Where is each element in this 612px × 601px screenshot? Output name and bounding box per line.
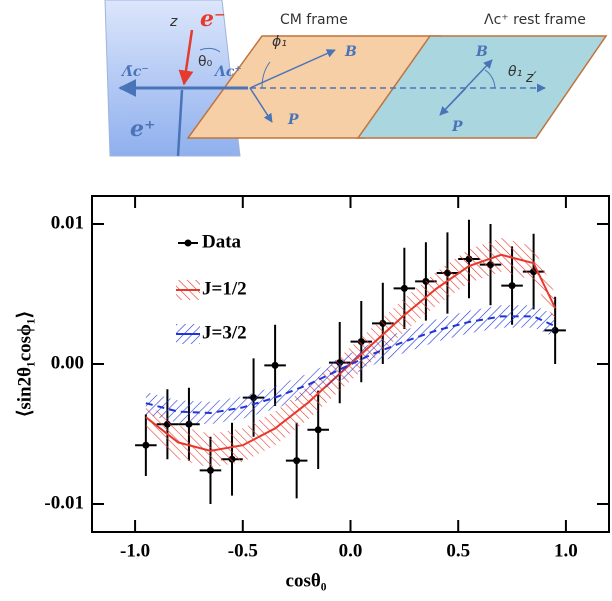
data-point	[400, 284, 408, 292]
x-tick-label: 0.5	[446, 540, 470, 561]
legend-label: J=3/2	[202, 322, 247, 343]
label: Λc⁺ rest frame	[484, 12, 586, 28]
x-tick-label: -0.5	[228, 540, 258, 561]
x-axis-label: cosθ₀	[286, 570, 327, 591]
label: P	[451, 119, 463, 135]
band	[145, 238, 556, 468]
b-arrow	[249, 49, 336, 89]
y-tick-label: 0.00	[51, 352, 84, 373]
e-plus-line	[176, 89, 184, 157]
diagram: CM frame Λc⁺ rest frame z e⁻ θ₀ Λc⁺ Λ̄c⁻…	[104, 0, 608, 157]
x-tick-label: 1.0	[554, 540, 578, 561]
line	[145, 315, 556, 415]
data-point	[293, 457, 301, 465]
y-tick-label: -0.01	[44, 492, 84, 513]
label: θ₀	[198, 54, 213, 70]
phi1-arc	[261, 61, 271, 89]
y-tick-label: 0.01	[51, 212, 84, 233]
label: B	[475, 44, 488, 60]
data-point	[271, 361, 279, 369]
label: e⁻	[200, 6, 226, 32]
legend-symbol	[184, 239, 192, 247]
label: z	[169, 14, 178, 30]
legend-label: Data	[202, 231, 242, 252]
label: z′	[525, 70, 537, 86]
e-minus-arrow	[178, 29, 194, 86]
theta1-arc	[484, 69, 496, 89]
rest-plane	[356, 35, 608, 139]
data-point	[314, 426, 322, 434]
label: CM frame	[280, 12, 348, 28]
x-tick-label: 0.0	[339, 540, 363, 561]
label: e⁺	[130, 116, 156, 142]
p2-arrow	[439, 87, 467, 116]
band	[145, 305, 556, 425]
legend-label: J=1/2	[202, 278, 247, 299]
theta0-arc	[199, 47, 221, 53]
label: θ₁	[508, 64, 522, 80]
data-point	[508, 282, 516, 290]
label: Λc⁺	[213, 64, 242, 80]
label: Λ̄c⁻	[120, 64, 149, 80]
chart: cosθ₀ ⟨sin2θ₁cosϕ₁⟩ -1.0 -0.5 0.0 0.5 1.0 -0.…	[14, 195, 610, 591]
data-point	[206, 466, 214, 474]
y-axis-label: ⟨sin2θ₁cosϕ₁⟩	[14, 311, 35, 417]
label: P	[287, 112, 299, 128]
p-arrow	[249, 87, 273, 123]
label: ϕ₁	[272, 34, 287, 50]
label: B	[344, 44, 357, 60]
x-tick-label: -1.0	[120, 540, 150, 561]
data-point	[142, 441, 150, 449]
